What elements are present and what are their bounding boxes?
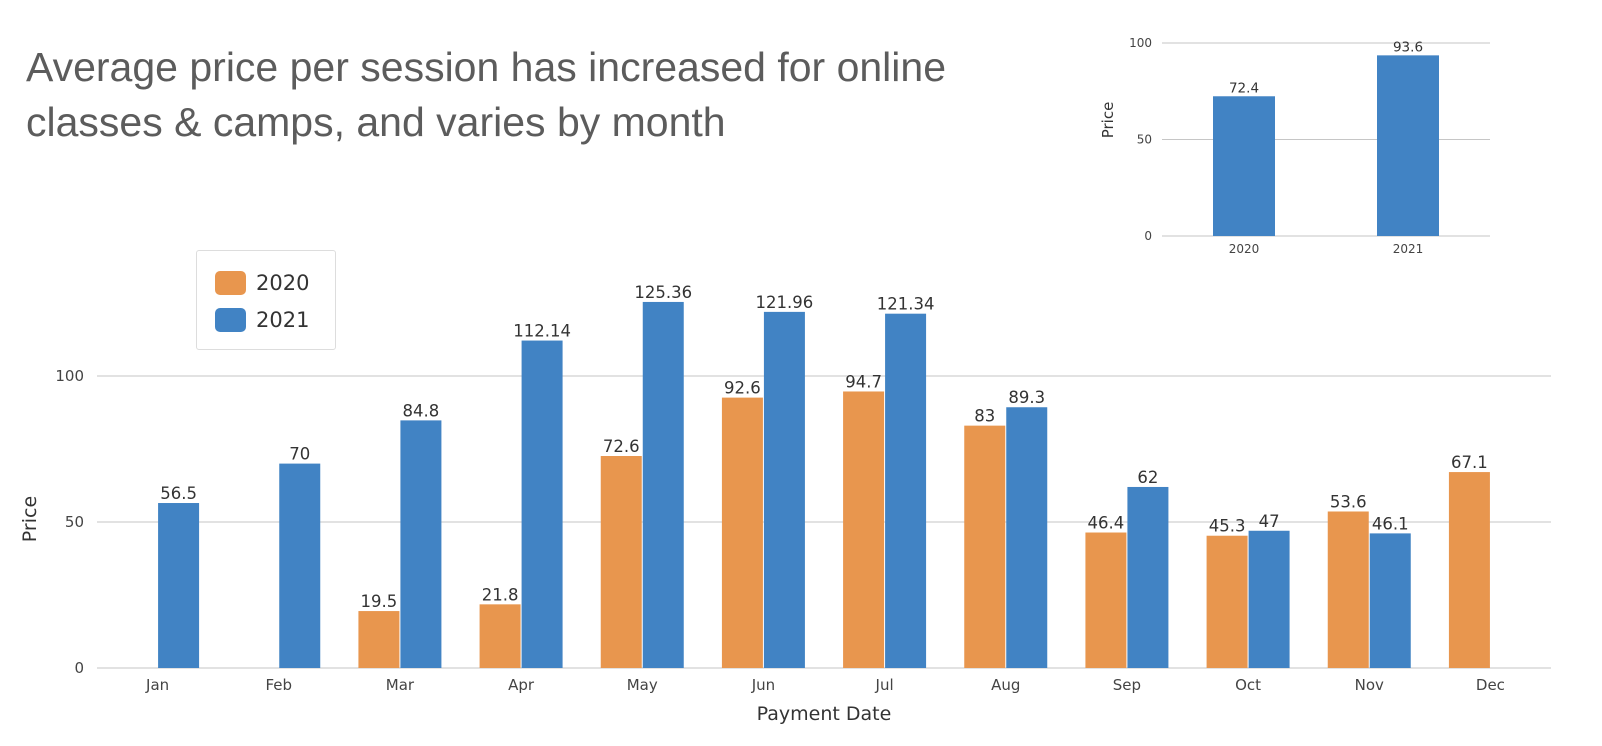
chart-title: Average price per session has increased … [26,44,946,145]
data-label: 53.6 [1330,492,1367,511]
bar-2020-jul [843,391,885,668]
bar-2021-nov [1369,533,1411,668]
bar-2020-jun [721,397,763,668]
data-label: 47 [1259,512,1280,531]
inset-data-label: 93.6 [1393,39,1423,55]
bar-2021-aug [1006,407,1048,668]
x-tick-label: Nov [1355,676,1384,694]
inset-x-tick-label: 2021 [1393,242,1424,256]
x-tick-label: Jan [145,676,169,694]
data-label: 70 [289,445,310,464]
data-label: 67.1 [1451,453,1488,472]
legend-item-2020: 2020 [215,271,309,295]
x-tick-label: Sep [1113,676,1141,694]
bar-2021-oct [1248,530,1290,668]
inset-bar-2021 [1377,55,1439,236]
data-label: 89.3 [1008,388,1045,407]
data-label: 84.8 [403,401,440,420]
y-tick-label: 100 [55,367,84,385]
bar-2021-may [642,301,684,668]
bar-2020-oct [1206,535,1248,668]
bar-2021-mar [400,420,442,668]
inset-data-label: 72.4 [1229,80,1259,96]
data-label: 62 [1137,468,1158,487]
legend-swatch-2020 [215,271,246,295]
bar-2020-may [600,456,642,668]
y-tick-label: 0 [74,659,84,677]
legend-label-2020: 2020 [256,271,310,295]
data-label: 125.36 [634,283,692,302]
inset-y-tick-label: 0 [1144,229,1152,243]
data-label: 83 [974,407,995,426]
x-tick-label: Jun [751,676,775,694]
bar-2020-mar [358,611,400,668]
data-label: 56.5 [160,484,197,503]
chart-legend: 2020 2021 const data = JSON.parse(docume… [196,250,336,350]
bar-2020-dec [1448,472,1490,668]
bar-2021-sep [1127,486,1169,668]
bar-2021-jul [885,313,927,668]
data-label: 121.96 [756,293,814,312]
legend-label-2021: 2021 [256,308,310,332]
data-label: 46.4 [1088,514,1125,533]
legend-item-2021: 2021 [215,308,309,332]
y-axis-label: Price [19,496,41,542]
y-tick-label: 50 [65,513,84,531]
x-tick-label: Oct [1235,676,1261,694]
data-label: 21.8 [482,585,519,604]
bar-2021-feb [279,463,321,668]
bar-2021-apr [521,340,563,668]
x-tick-label: Feb [265,676,292,694]
inset-y-tick-label: 100 [1129,36,1152,50]
bar-2020-sep [1085,532,1127,668]
inset-x-tick-label: 2020 [1229,242,1260,256]
x-tick-label: Apr [508,676,535,694]
bar-2021-jun [763,311,805,668]
legend-swatch-2021 [215,308,246,332]
inset-y-tick-label: 50 [1137,133,1152,147]
data-label: 45.3 [1209,517,1246,536]
data-label: 94.7 [845,372,882,391]
x-tick-label: Aug [991,676,1020,694]
data-label: 121.34 [877,295,935,314]
x-tick-label: May [627,676,658,694]
data-label: 92.6 [724,379,761,398]
data-label: 112.14 [513,322,571,341]
data-label: 19.5 [361,592,398,611]
inset-y-axis-label: Price [1099,102,1117,139]
bar-2020-aug [964,425,1006,668]
inset-bar-2020 [1213,96,1275,236]
data-label: 72.6 [603,437,640,456]
x-axis-label: Payment Date [757,703,892,725]
data-label: 46.1 [1372,514,1409,533]
x-tick-label: Mar [386,676,415,694]
x-tick-label: Dec [1476,676,1505,694]
x-tick-label: Jul [875,676,894,694]
bar-2020-apr [479,604,521,668]
bar-2020-nov [1327,511,1369,668]
bar-2021-jan [158,503,200,668]
